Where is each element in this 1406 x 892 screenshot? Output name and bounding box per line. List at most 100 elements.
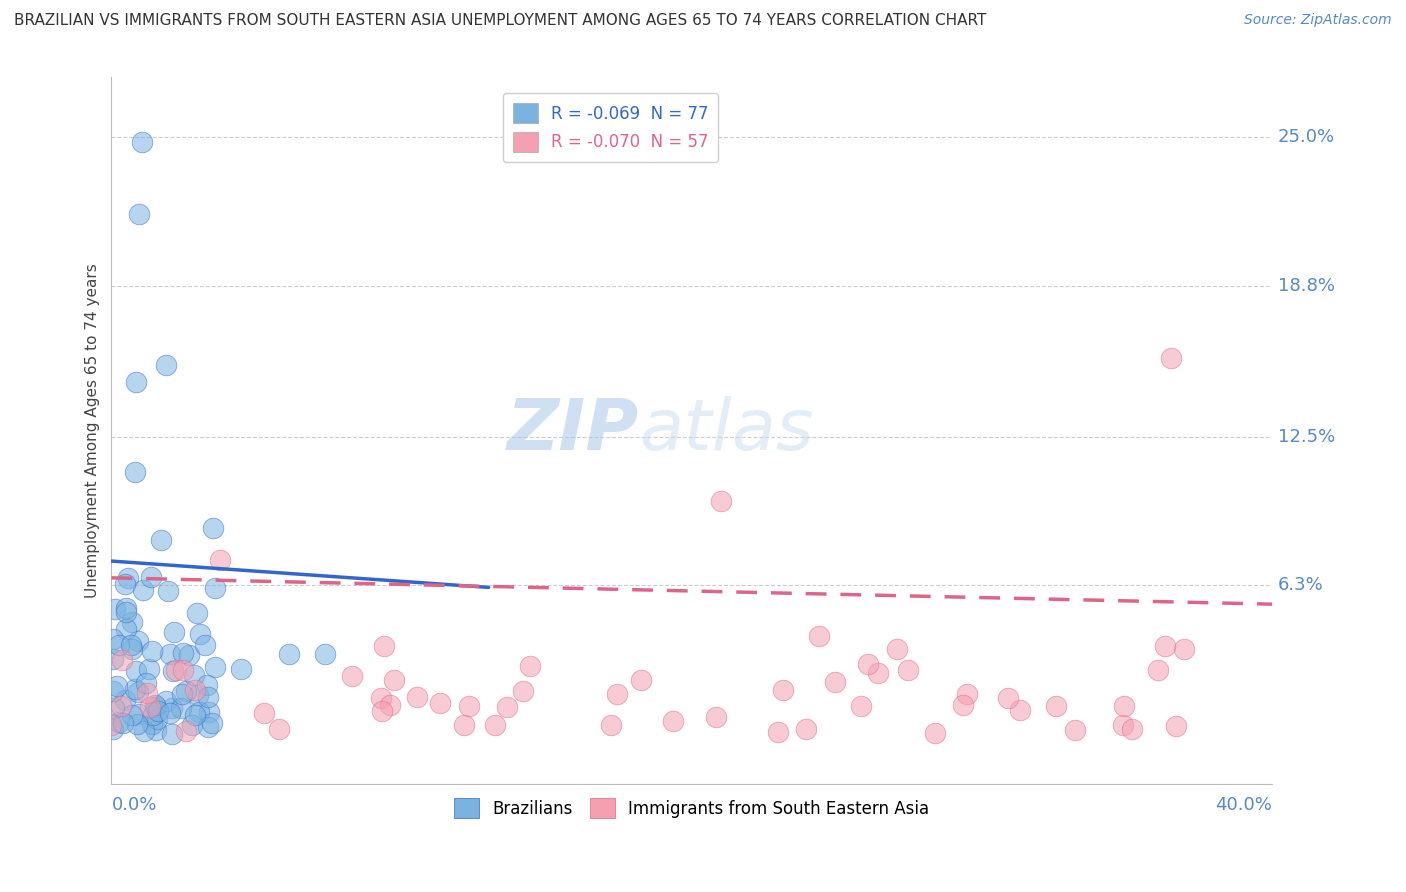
Immigrants from South Eastern Asia	[172, 663, 194, 677]
Immigrants from South Eastern Asia	[662, 714, 685, 728]
Immigrants from South Eastern Asia	[512, 684, 534, 698]
Brazilians	[201, 521, 224, 535]
Brazilians	[156, 583, 179, 598]
Brazilians	[108, 715, 131, 730]
Brazilians	[115, 622, 138, 636]
Text: 18.8%: 18.8%	[1278, 277, 1334, 294]
Brazilians	[121, 638, 143, 652]
Brazilians	[114, 577, 136, 591]
Immigrants from South Eastern Asia	[340, 669, 363, 683]
Brazilians	[174, 684, 197, 698]
Brazilians	[121, 615, 143, 630]
Immigrants from South Eastern Asia	[630, 673, 652, 687]
Immigrants from South Eastern Asia	[209, 552, 232, 566]
Brazilians	[183, 668, 205, 682]
Brazilians	[177, 648, 200, 662]
Brazilians	[111, 716, 134, 731]
Brazilians	[114, 600, 136, 615]
Brazilians	[145, 699, 167, 714]
Immigrants from South Eastern Asia	[896, 663, 918, 677]
Brazilians	[160, 701, 183, 715]
Brazilians	[170, 701, 193, 715]
Immigrants from South Eastern Asia	[952, 698, 974, 712]
Immigrants from South Eastern Asia	[267, 722, 290, 736]
Immigrants from South Eastern Asia	[252, 706, 274, 720]
Brazilians	[127, 717, 149, 731]
Immigrants from South Eastern Asia	[1121, 722, 1143, 736]
Brazilians	[101, 722, 124, 736]
Text: 40.0%: 40.0%	[1215, 796, 1272, 814]
Immigrants from South Eastern Asia	[1114, 698, 1136, 713]
Text: 12.5%: 12.5%	[1278, 427, 1336, 446]
Immigrants from South Eastern Asia	[600, 718, 623, 732]
Brazilians	[155, 694, 177, 708]
Immigrants from South Eastern Asia	[924, 725, 946, 739]
Brazilians	[132, 723, 155, 738]
Brazilians	[162, 664, 184, 678]
Brazilians	[128, 207, 150, 221]
Brazilians	[146, 704, 169, 718]
Immigrants from South Eastern Asia	[868, 665, 890, 680]
Brazilians	[101, 684, 124, 698]
Brazilians	[138, 662, 160, 676]
Brazilians	[127, 634, 149, 648]
Immigrants from South Eastern Asia	[824, 675, 846, 690]
Immigrants from South Eastern Asia	[1147, 664, 1170, 678]
Immigrants from South Eastern Asia	[704, 710, 727, 724]
Brazilians	[181, 718, 204, 732]
Brazilians	[114, 693, 136, 707]
Immigrants from South Eastern Asia	[886, 642, 908, 657]
Brazilians	[314, 647, 336, 661]
Brazilians	[104, 601, 127, 615]
Immigrants from South Eastern Asia	[176, 723, 198, 738]
Brazilians	[127, 684, 149, 698]
Text: 25.0%: 25.0%	[1278, 128, 1334, 146]
Brazilians	[101, 652, 124, 666]
Brazilians	[172, 688, 194, 702]
Brazilians	[114, 605, 136, 619]
Brazilians	[124, 465, 146, 479]
Text: 6.3%: 6.3%	[1278, 576, 1323, 594]
Brazilians	[277, 647, 299, 661]
Immigrants from South Eastern Asia	[371, 705, 394, 719]
Immigrants from South Eastern Asia	[1160, 351, 1182, 365]
Brazilians	[172, 646, 194, 660]
Immigrants from South Eastern Asia	[1112, 718, 1135, 732]
Immigrants from South Eastern Asia	[519, 659, 541, 673]
Brazilians	[197, 720, 219, 734]
Brazilians	[121, 707, 143, 722]
Immigrants from South Eastern Asia	[794, 722, 817, 736]
Brazilians	[125, 664, 148, 678]
Brazilians	[150, 533, 173, 548]
Immigrants from South Eastern Asia	[458, 698, 481, 713]
Brazilians	[143, 698, 166, 713]
Brazilians	[163, 625, 186, 640]
Brazilians	[101, 632, 124, 647]
Immigrants from South Eastern Asia	[849, 698, 872, 713]
Immigrants from South Eastern Asia	[405, 690, 427, 704]
Immigrants from South Eastern Asia	[110, 699, 132, 714]
Brazilians	[125, 375, 148, 389]
Text: Source: ZipAtlas.com: Source: ZipAtlas.com	[1244, 13, 1392, 28]
Immigrants from South Eastern Asia	[484, 718, 506, 732]
Brazilians	[105, 679, 128, 693]
Immigrants from South Eastern Asia	[955, 687, 977, 701]
Brazilians	[183, 707, 205, 722]
Text: ZIP: ZIP	[508, 396, 640, 465]
Brazilians	[117, 571, 139, 585]
Immigrants from South Eastern Asia	[605, 687, 627, 701]
Brazilians	[195, 678, 218, 692]
Immigrants from South Eastern Asia	[1045, 699, 1067, 714]
Immigrants from South Eastern Asia	[380, 698, 402, 713]
Immigrants from South Eastern Asia	[1166, 719, 1188, 733]
Brazilians	[141, 717, 163, 731]
Brazilians	[204, 660, 226, 674]
Immigrants from South Eastern Asia	[429, 696, 451, 710]
Legend: Brazilians, Immigrants from South Eastern Asia: Brazilians, Immigrants from South Easter…	[447, 791, 936, 825]
Brazilians	[131, 135, 153, 149]
Immigrants from South Eastern Asia	[165, 663, 187, 677]
Brazilians	[141, 570, 163, 584]
Brazilians	[142, 707, 165, 722]
Brazilians	[160, 727, 183, 741]
Brazilians	[187, 688, 209, 702]
